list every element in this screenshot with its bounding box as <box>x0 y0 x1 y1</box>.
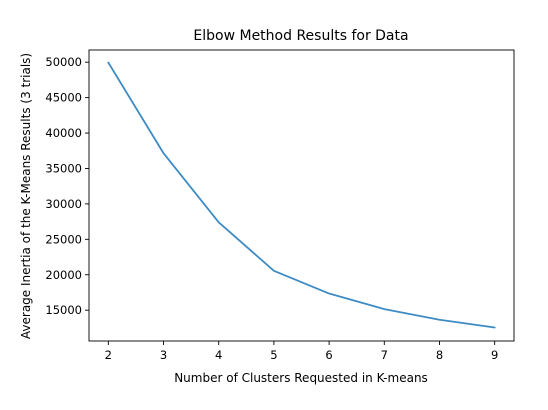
y-tick-label-15000: 15000 <box>45 303 82 317</box>
y-tick-label-40000: 40000 <box>45 126 82 140</box>
x-tick-label-3: 3 <box>160 348 167 362</box>
y-tick-label-50000: 50000 <box>45 55 82 69</box>
x-tick-label-9: 9 <box>491 348 498 362</box>
y-axis-label: Average Inertia of the K-Means Results (… <box>19 53 33 339</box>
y-tick-label-30000: 30000 <box>45 197 82 211</box>
x-tick-label-2: 2 <box>105 348 112 362</box>
y-tick-label-25000: 25000 <box>45 232 82 246</box>
x-tick-label-5: 5 <box>270 348 277 362</box>
x-tick-label-6: 6 <box>325 348 332 362</box>
y-tick-label-45000: 45000 <box>45 91 82 105</box>
y-tick-label-35000: 35000 <box>45 161 82 175</box>
x-axis-label: Number of Clusters Requested in K-means <box>174 371 428 385</box>
x-axis-ticks: 2 3 4 5 6 7 8 9 <box>105 341 498 362</box>
y-axis-ticks: 15000 20000 25000 30000 35000 40000 45000 50000 <box>45 55 89 317</box>
plot-area: 2 3 4 5 6 7 8 9 15000 20000 25000 30000 35000 40000 4… <box>45 49 515 362</box>
x-tick-label-7: 7 <box>381 348 388 362</box>
plot-frame <box>88 49 515 342</box>
series-line <box>107 61 496 329</box>
chart-title: Elbow Method Results for Data <box>193 28 408 44</box>
x-tick-label-4: 4 <box>215 348 222 362</box>
x-tick-label-8: 8 <box>436 348 443 362</box>
data-points <box>108 62 495 328</box>
y-tick-label-20000: 20000 <box>45 268 82 282</box>
